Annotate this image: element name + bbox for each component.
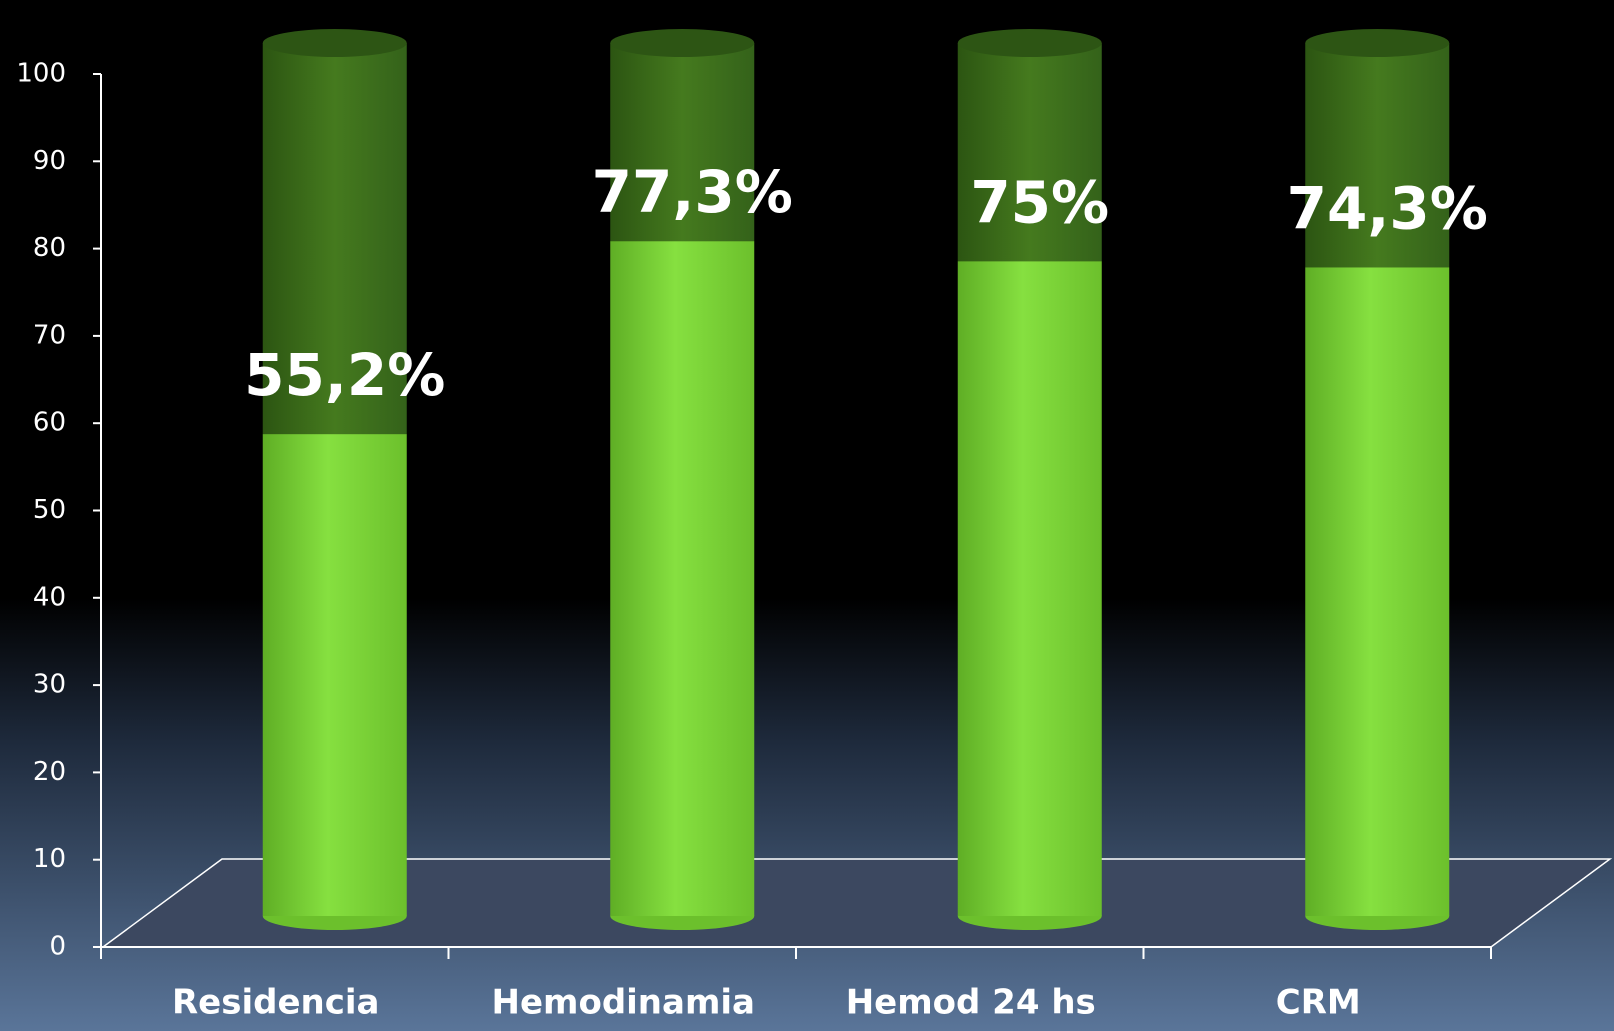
x-tick-label: CRM — [1276, 983, 1361, 1023]
cylinder-empty — [262, 43, 407, 435]
y-tick-label: 100 — [16, 59, 66, 89]
value-label: 77,3% — [592, 158, 793, 226]
y-tick-label: 20 — [33, 757, 66, 787]
cylinder-empty — [610, 43, 755, 242]
cylinder-empty — [1305, 43, 1450, 268]
bar — [610, 241, 755, 916]
y-tick-label: 40 — [33, 582, 66, 612]
value-label: 74,3% — [1287, 174, 1488, 242]
cylinder-top — [610, 29, 755, 57]
x-tick-label: Hemodinamia — [492, 983, 755, 1023]
x-tick-label: Hemod 24 hs — [846, 983, 1096, 1023]
y-tick-label: 80 — [33, 233, 66, 263]
cylinder-empty — [957, 43, 1102, 262]
y-tick-label: 50 — [33, 495, 66, 525]
bar — [957, 261, 1102, 916]
y-tick-label: 0 — [49, 932, 66, 962]
y-tick-label: 10 — [33, 844, 66, 874]
cylinder-top — [957, 29, 1102, 57]
y-tick-label: 60 — [33, 408, 66, 438]
value-label: 55,2% — [244, 341, 445, 409]
bar — [262, 434, 407, 916]
cylinder-top — [1305, 29, 1450, 57]
y-tick-label: 70 — [33, 320, 66, 350]
value-label: 75% — [970, 168, 1109, 236]
bar — [1305, 267, 1450, 917]
y-tick-label: 90 — [33, 146, 66, 176]
x-tick-label: Residencia — [172, 983, 380, 1023]
cylinder-top — [262, 29, 407, 57]
y-tick-label: 30 — [33, 670, 66, 700]
